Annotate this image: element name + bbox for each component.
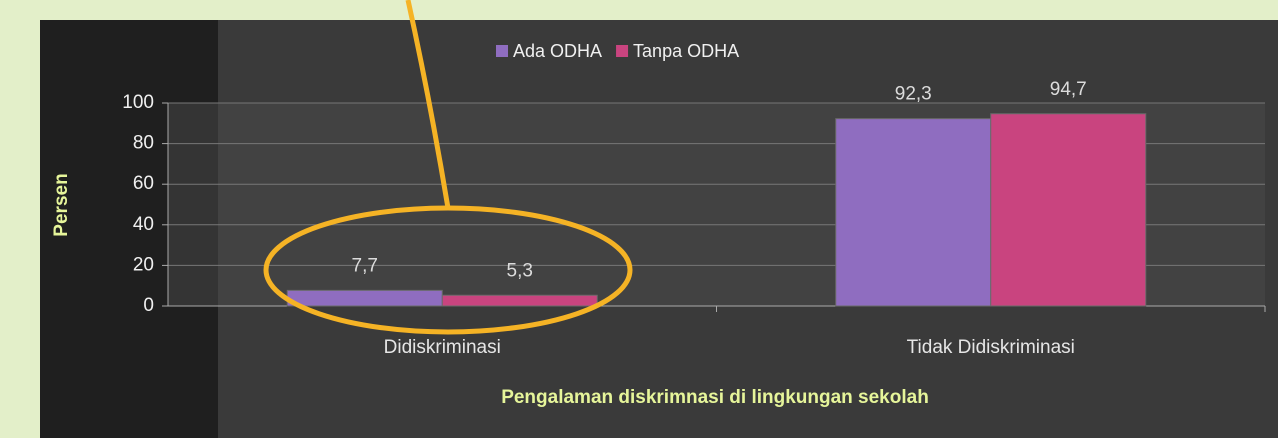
bar (286, 289, 443, 307)
legend-label: Ada ODHA (513, 41, 602, 61)
callout-line (405, 0, 451, 209)
value-label: 7,7 (352, 255, 378, 276)
x-tick-label: Tidak Didiskriminasi (907, 337, 1075, 358)
y-tick-label: 60 (133, 173, 154, 194)
y-tick-label: 40 (133, 214, 154, 235)
y-tick-label: 100 (122, 92, 154, 113)
x-axis-title: Pengalaman diskrimnasi di lingkungan sek… (501, 387, 929, 408)
value-label: 5,3 (507, 260, 533, 281)
legend-swatch (496, 45, 508, 57)
side-band (0, 20, 40, 438)
x-tick-label: Didiskriminasi (384, 337, 501, 358)
top-band (0, 0, 1278, 20)
y-tick-label: 80 (133, 133, 154, 154)
legend-swatch (616, 45, 629, 57)
bar (990, 113, 1147, 307)
bar (441, 294, 598, 307)
legend-label: Tanpa ODHA (633, 41, 739, 61)
y-tick-label: 20 (133, 254, 154, 275)
y-axis-title: Persen (51, 173, 72, 236)
value-label: 94,7 (1050, 79, 1087, 100)
y-tick-label: 0 (143, 295, 154, 316)
bar (835, 118, 992, 307)
value-label: 92,3 (895, 84, 932, 105)
